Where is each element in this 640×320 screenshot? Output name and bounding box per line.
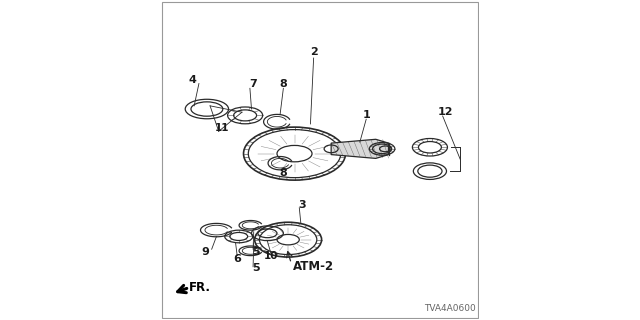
Text: 4: 4 (189, 75, 196, 85)
Text: 11: 11 (214, 123, 229, 133)
Text: 5: 5 (252, 263, 260, 273)
Text: ATM-2: ATM-2 (293, 260, 334, 273)
Text: 12: 12 (438, 107, 454, 117)
Polygon shape (331, 139, 388, 158)
Text: 9: 9 (202, 247, 209, 257)
Text: 1: 1 (362, 110, 370, 120)
Text: 10: 10 (264, 251, 278, 260)
Text: 2: 2 (310, 47, 317, 57)
Text: 8: 8 (280, 78, 287, 89)
Text: 5: 5 (252, 247, 260, 257)
Text: 6: 6 (233, 254, 241, 264)
Text: FR.: FR. (189, 281, 211, 294)
Text: 3: 3 (299, 200, 307, 210)
Text: TVA4A0600: TVA4A0600 (424, 304, 476, 313)
Text: 7: 7 (249, 78, 257, 89)
Text: 8: 8 (280, 168, 287, 178)
